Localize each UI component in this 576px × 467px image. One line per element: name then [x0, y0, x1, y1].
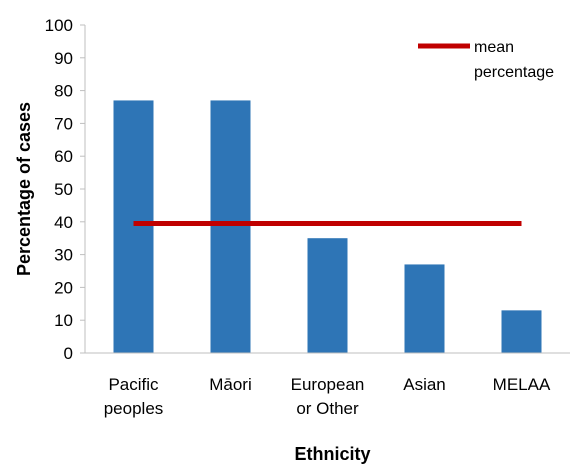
- legend-label-mean: mean percentage: [474, 39, 554, 81]
- y-tick-label: 30: [54, 246, 73, 265]
- x-tick-label: Asian: [403, 375, 446, 394]
- bar: [113, 100, 154, 353]
- x-axis-title: Ethnicity: [294, 444, 370, 464]
- y-tick-label: 10: [54, 311, 73, 330]
- y-tick-label: 100: [45, 16, 73, 35]
- bar: [501, 310, 542, 353]
- y-tick-label: 40: [54, 213, 73, 232]
- x-axis-tick-labels: Pacific peoples Māori European or Other Asian…: [104, 375, 551, 418]
- y-tick-label: 20: [54, 278, 73, 297]
- x-tick-label: MELAA: [493, 375, 551, 394]
- x-tick-label: European or Other: [291, 375, 365, 418]
- x-tick-label: Pacific peoples: [104, 375, 164, 418]
- x-tick-label: Māori: [209, 375, 252, 394]
- y-tick-label: 90: [54, 49, 73, 68]
- y-tick-label: 80: [54, 82, 73, 101]
- bar: [307, 238, 348, 353]
- bar: [404, 264, 445, 353]
- bar: [210, 100, 251, 353]
- y-tick-label: 50: [54, 180, 73, 199]
- legend: mean percentage: [418, 39, 554, 81]
- y-axis-ticks: 0 10 20 30 40 50 60 70 80 90 100: [45, 16, 85, 363]
- y-tick-label: 70: [54, 114, 73, 133]
- bars: [113, 100, 542, 353]
- y-tick-label: 60: [54, 147, 73, 166]
- y-tick-label: 0: [64, 344, 73, 363]
- y-axis-title: Percentage of cases: [14, 102, 34, 276]
